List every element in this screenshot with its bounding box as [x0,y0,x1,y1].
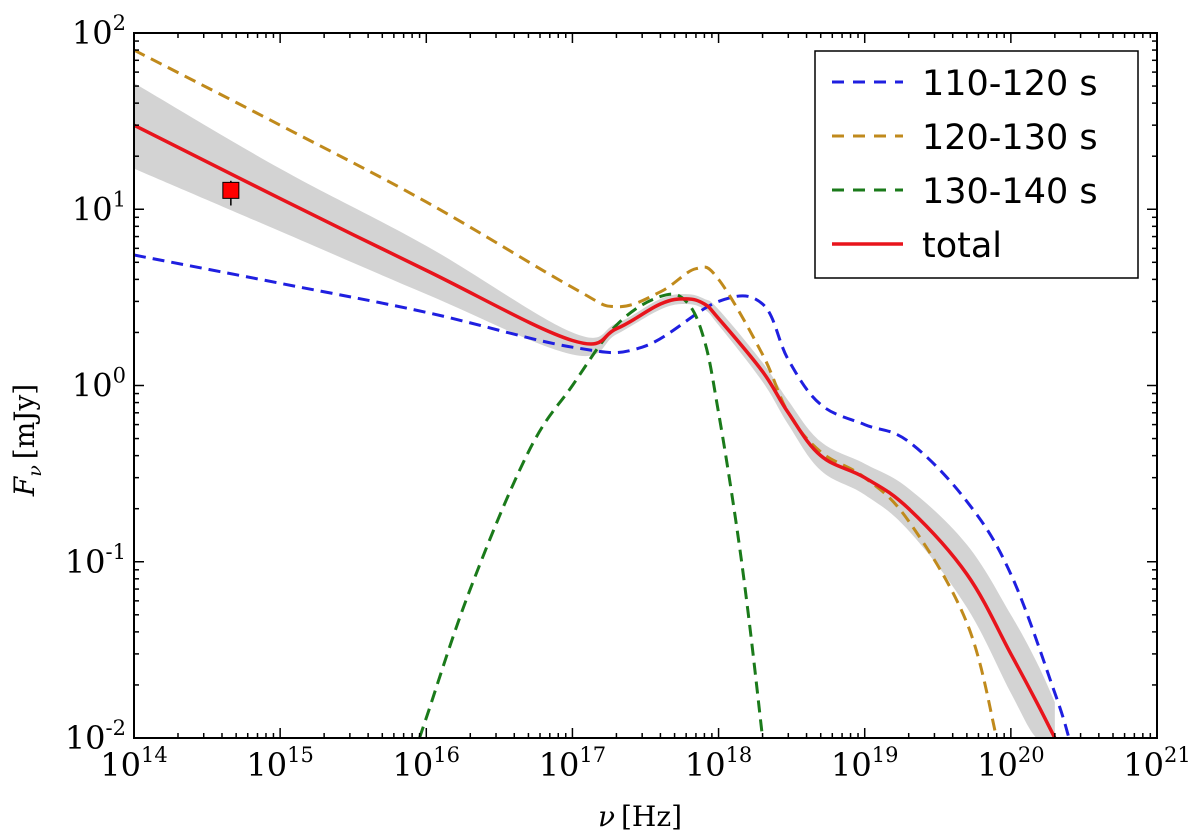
x-axis-label: ν [Hz] [598,800,682,833]
x-tick-base: 10 [1123,746,1164,784]
y-tick-base: 10 [72,367,113,405]
y-tick-base: 10 [72,190,113,228]
data-point-layer [222,180,240,206]
x-tick-exponent: 15 [287,743,314,767]
y-tick-label: 100 [72,364,126,405]
y-tick-base: 10 [65,543,106,581]
y-tick-label: 10-2 [65,716,126,757]
y-tick-exponent: 0 [113,364,126,388]
x-tick-base: 10 [977,746,1018,784]
x-tick-label: 1017 [539,743,606,784]
tick-marks [133,32,1158,739]
y-axis-subscript: ν [24,465,46,477]
y-tick-exponent: 2 [113,11,126,35]
legend-label: 120-130 s [922,118,1098,158]
y-tick-base: 10 [72,14,113,52]
x-tick-exponent: 18 [726,743,753,767]
y-tick-base: 10 [65,719,106,757]
y-axis-unit: [mJy] [8,384,41,459]
x-tick-base: 10 [246,746,287,784]
x-tick-label: 1015 [246,743,313,784]
x-tick-base: 10 [831,746,872,784]
x-tick-label: 1016 [393,743,460,784]
legend-label: 110-120 s [922,64,1098,104]
legend-label: total [922,226,1002,266]
series-line-130-140-s [418,292,765,738]
series-layer [134,48,1071,738]
series-line-110-120-s [134,253,1071,738]
y-tick-exponent: -1 [106,540,126,564]
x-tick-label: 1018 [685,743,752,784]
y-tick-exponent: -2 [106,716,126,740]
x-tick-exponent: 16 [433,743,460,767]
x-tick-labels: 1014 1015 1016 1017 1018 1019 1020 1021 [100,743,1190,784]
y-tick-label: 102 [72,11,126,52]
x-tick-exponent: 17 [579,743,606,767]
legend-label: 130-140 s [922,172,1098,212]
x-tick-base: 10 [100,746,141,784]
x-tick-base: 10 [539,746,580,784]
x-tick-label: 1021 [1123,743,1190,784]
y-tick-label: 101 [72,187,126,228]
x-tick-label: 1019 [831,743,898,784]
x-tick-base: 10 [685,746,726,784]
uncertainty-band-layer [134,83,1055,738]
x-axis-symbol: ν [598,800,615,833]
legend-box [814,50,1139,279]
series-line-120-130-s [134,48,999,738]
y-tick-label: 10-1 [65,540,126,581]
y-tick-exponent: 1 [113,187,126,211]
y-axis-label: Fν [mJy] [8,384,46,497]
x-tick-base: 10 [393,746,434,784]
legend: 110-120 s 120-130 s 130-140 s total [814,50,1139,279]
x-tick-exponent: 14 [141,743,168,767]
series-line-total [134,123,1057,738]
uncertainty-band [134,83,1055,738]
data-point-marker [222,181,240,199]
x-tick-label: 1014 [100,743,167,784]
y-axis-symbol: F [8,475,41,497]
x-tick-exponent: 20 [1018,743,1045,767]
x-tick-exponent: 21 [1164,743,1191,767]
x-axis-unit: [Hz] [621,800,682,833]
x-tick-exponent: 19 [872,743,899,767]
x-tick-label: 1020 [977,743,1044,784]
